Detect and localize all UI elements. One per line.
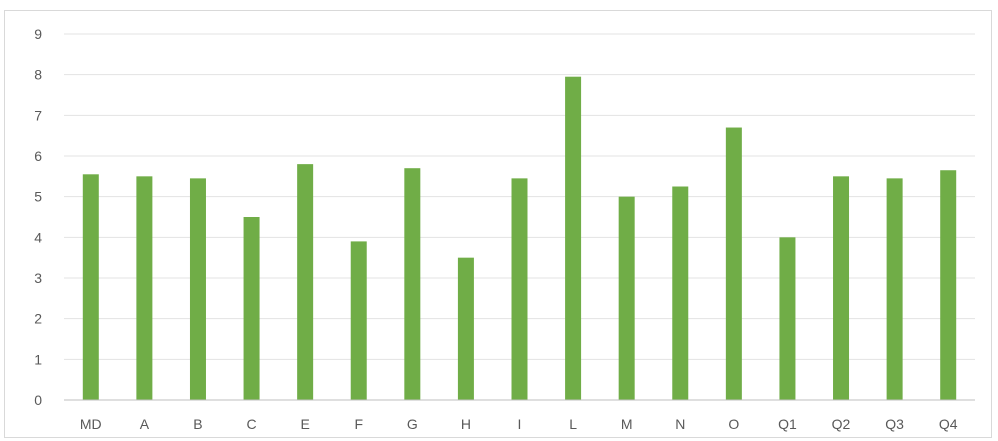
y-tick-label: 0: [34, 392, 42, 408]
y-tick-label: 5: [34, 189, 42, 205]
y-tick-label: 7: [34, 107, 42, 123]
gridlines: [64, 33, 975, 360]
bar-b: [189, 178, 206, 400]
bar-g: [404, 168, 421, 400]
x-tick-label: G: [407, 416, 418, 432]
x-tick-label: H: [461, 416, 471, 432]
bar-m: [618, 196, 635, 400]
x-tick-label: O: [728, 416, 739, 432]
y-tick-label: 9: [34, 26, 42, 42]
y-tick-label: 3: [34, 270, 42, 286]
x-tick-label: Q1: [778, 416, 797, 432]
bar-q1: [779, 237, 796, 400]
bar-o: [725, 127, 742, 401]
x-tick-label: E: [300, 416, 309, 432]
bar-n: [672, 186, 689, 400]
x-axis-tick-labels: MD A B C E F G H I L M N O Q1 Q2 Q3 Q4: [80, 416, 958, 432]
x-tick-label: Q2: [832, 416, 851, 432]
x-tick-label: N: [675, 416, 685, 432]
y-tick-label: 1: [34, 351, 42, 367]
x-tick-label: I: [518, 416, 522, 432]
bar-i: [511, 178, 528, 400]
y-tick-label: 6: [34, 148, 42, 164]
y-tick-label: 2: [34, 311, 42, 327]
y-tick-label: 4: [34, 229, 42, 245]
bar-q3: [886, 178, 903, 400]
x-tick-label: MD: [80, 416, 102, 432]
x-tick-label: L: [569, 416, 577, 432]
y-axis-tick-labels: 0 1 2 3 4 5 6 7 8 9: [34, 26, 42, 408]
bar-f: [350, 241, 367, 400]
chart-frame: [4, 10, 992, 438]
bar-l: [565, 76, 582, 400]
bar-md: [82, 174, 99, 400]
x-tick-label: Q4: [939, 416, 958, 432]
bar-q4: [940, 170, 957, 400]
bar-q2: [833, 176, 850, 400]
bar-h: [457, 257, 474, 400]
x-tick-label: Q3: [885, 416, 904, 432]
x-tick-label: M: [621, 416, 633, 432]
bar-a: [136, 176, 153, 400]
x-tick-label: F: [354, 416, 363, 432]
x-tick-label: B: [193, 416, 202, 432]
x-tick-label: A: [140, 416, 150, 432]
bars: [82, 76, 957, 401]
bar-e: [297, 164, 314, 400]
y-tick-label: 8: [34, 67, 42, 83]
x-tick-label: C: [246, 416, 256, 432]
bar-c: [243, 217, 260, 400]
